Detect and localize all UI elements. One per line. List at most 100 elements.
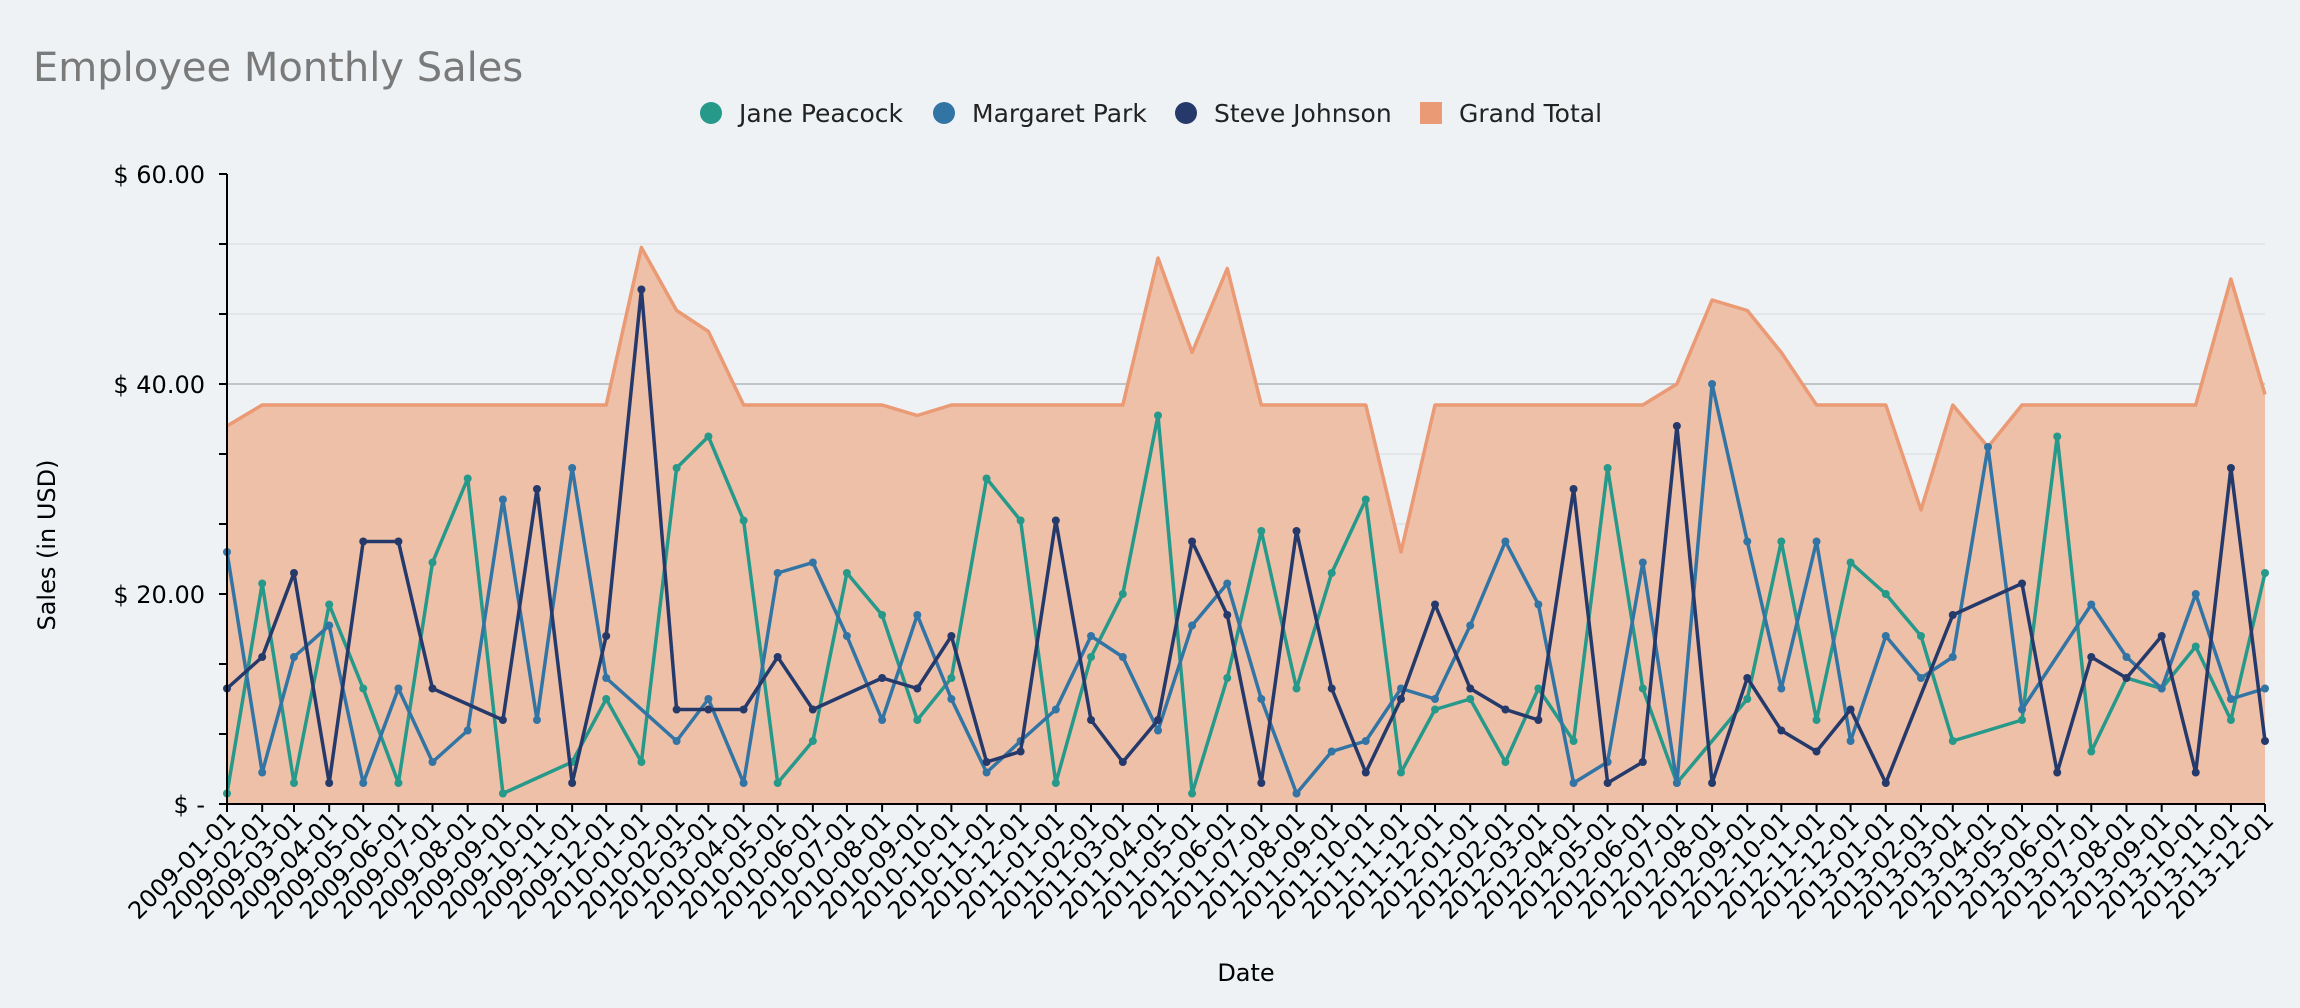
- data-point: [982, 768, 991, 777]
- data-point: [1777, 537, 1786, 546]
- data-point: [1881, 590, 1890, 598]
- series-margaret-park: [223, 380, 2269, 798]
- data-point: [2018, 716, 2027, 724]
- data-point: [2087, 653, 2096, 661]
- data-point: [568, 779, 577, 787]
- data-point: [428, 684, 437, 693]
- data-point: [1743, 674, 1752, 682]
- data-point: [498, 789, 507, 798]
- data-point: [2261, 684, 2269, 693]
- data-point: [704, 705, 713, 714]
- data-point: [1016, 747, 1025, 756]
- data-point: [289, 569, 298, 577]
- data-point: [1154, 411, 1163, 420]
- data-point: [325, 779, 334, 787]
- data-point: [1087, 632, 1096, 640]
- data-point: [1016, 516, 1025, 525]
- legend-item: Jane Peacock: [700, 99, 904, 128]
- y-tick-label: $ 20.00: [113, 581, 205, 609]
- data-point: [1327, 747, 1336, 756]
- data-point: [1431, 600, 1440, 609]
- data-point: [2191, 590, 2200, 598]
- data-point: [1846, 558, 1855, 567]
- legend-swatch-dot: [700, 102, 722, 124]
- data-point: [1118, 653, 1127, 661]
- data-point: [1361, 495, 1370, 504]
- legend: Jane Peacock Margaret Park Steve Johnson Gr…: [700, 99, 1602, 128]
- data-point: [637, 758, 646, 766]
- data-point: [498, 495, 507, 504]
- data-point: [1948, 653, 1957, 661]
- data-point: [2087, 600, 2096, 609]
- data-point: [808, 705, 817, 714]
- data-point: [1466, 684, 1475, 693]
- data-point: [2261, 569, 2269, 577]
- data-point: [2053, 432, 2062, 441]
- data-point: [1257, 779, 1266, 787]
- legend-item: Steve Johnson: [1175, 99, 1392, 128]
- area-line: [226, 245, 2267, 554]
- data-point: [1672, 422, 1681, 430]
- data-point: [1569, 485, 1578, 493]
- y-tick-label: $ 40.00: [113, 371, 205, 399]
- data-point: [808, 737, 817, 745]
- data-point: [1708, 779, 1717, 787]
- data-point: [2157, 632, 2166, 640]
- data-point: [1569, 737, 1578, 745]
- data-point: [1501, 537, 1510, 546]
- data-point: [602, 674, 611, 682]
- data-point: [1188, 789, 1197, 798]
- legend-item: Margaret Park: [933, 99, 1147, 128]
- data-point: [739, 779, 748, 787]
- data-point: [359, 537, 368, 546]
- data-point: [289, 779, 298, 787]
- data-point: [359, 684, 368, 693]
- data-point: [947, 695, 956, 703]
- data-point: [1051, 705, 1060, 714]
- data-point: [808, 558, 817, 567]
- legend-swatch-dot: [933, 102, 955, 124]
- chart-title: Employee Monthly Sales: [33, 44, 524, 91]
- data-point: [1466, 621, 1475, 630]
- data-point: [1361, 737, 1370, 745]
- data-point: [1292, 789, 1301, 798]
- data-point: [947, 674, 956, 682]
- data-point: [1812, 716, 1821, 724]
- data-point: [1777, 684, 1786, 693]
- data-point: [532, 485, 541, 493]
- y-axis-label: Sales (in USD): [33, 459, 61, 630]
- data-point: [1916, 674, 1925, 682]
- data-point: [1361, 768, 1370, 777]
- data-point: [1501, 758, 1510, 766]
- data-point: [773, 569, 782, 577]
- data-point: [498, 716, 507, 724]
- data-point: [1603, 464, 1612, 472]
- data-point: [1708, 380, 1717, 388]
- data-point: [842, 569, 851, 577]
- data-point: [258, 768, 267, 777]
- data-point: [773, 653, 782, 661]
- data-point: [1638, 558, 1647, 567]
- data-point: [1257, 527, 1266, 535]
- y-tick-label: $ -: [173, 791, 205, 819]
- data-point: [1154, 726, 1163, 735]
- data-point: [602, 632, 611, 640]
- axes: $ -$ 20.00$ 40.00$ 60.002009-01-012009-0…: [113, 161, 2279, 925]
- data-point: [1846, 737, 1855, 745]
- data-point: [1881, 632, 1890, 640]
- data-point: [878, 674, 887, 682]
- data-point: [1292, 527, 1301, 535]
- data-point: [289, 653, 298, 661]
- data-point: [463, 474, 472, 483]
- data-point: [739, 516, 748, 525]
- legend-label: Steve Johnson: [1214, 99, 1392, 128]
- legend-swatch-square: [1420, 102, 1442, 124]
- series-line: [225, 287, 2267, 785]
- data-point: [1431, 705, 1440, 714]
- legend-label: Grand Total: [1459, 99, 1602, 128]
- data-point: [2122, 653, 2131, 661]
- data-point: [672, 737, 681, 745]
- x-axis-label: Date: [1217, 959, 1274, 987]
- data-point: [258, 653, 267, 661]
- series-line: [225, 382, 2266, 796]
